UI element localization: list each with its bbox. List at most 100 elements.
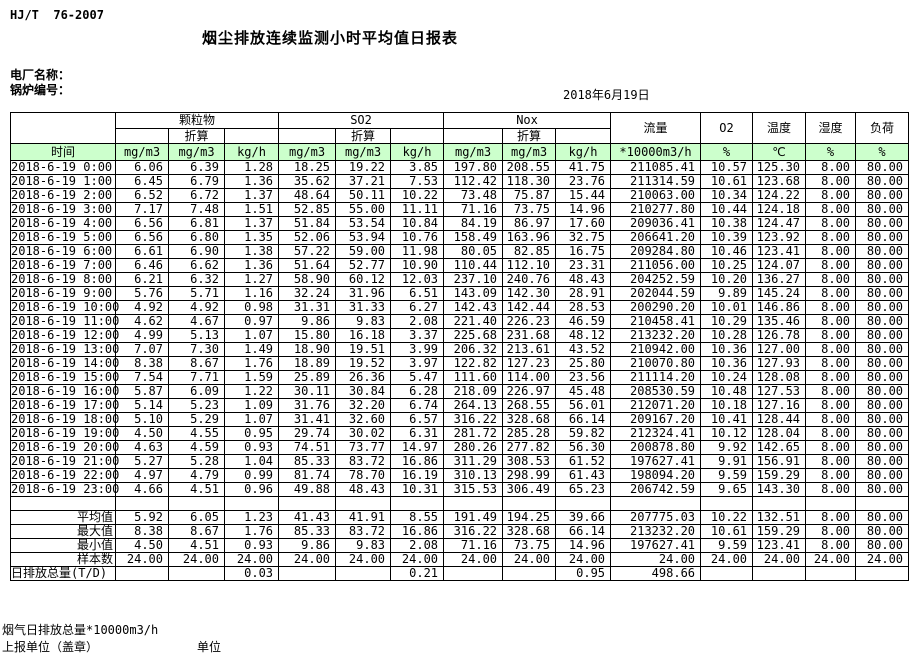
value-cell: 24.00 bbox=[168, 552, 225, 567]
value-cell: 5.28 bbox=[168, 454, 225, 469]
value-cell: 81.74 bbox=[278, 468, 337, 483]
empty-cell bbox=[752, 496, 807, 511]
value-cell: 124.07 bbox=[752, 258, 807, 273]
value-cell bbox=[168, 566, 225, 581]
value-cell: 7.53 bbox=[390, 174, 445, 189]
value-cell: 10.29 bbox=[700, 314, 754, 329]
value-cell: 80.05 bbox=[443, 244, 504, 259]
value-cell: 6.57 bbox=[390, 412, 445, 427]
value-cell: 19.51 bbox=[335, 342, 392, 357]
summary-rows: 平均值 5.92 6.05 1.23 41.43 41.91 8.55 191.49 194.2… bbox=[10, 496, 910, 581]
time-cell: 2018-6-19 11:00 bbox=[10, 314, 120, 329]
value-cell: 127.00 bbox=[752, 342, 807, 357]
value-cell: 24.00 bbox=[610, 552, 702, 567]
unit-header: % bbox=[805, 143, 857, 161]
value-cell: 4.66 bbox=[115, 482, 169, 497]
value-cell: 4.51 bbox=[168, 538, 225, 553]
value-cell: 32.75 bbox=[555, 230, 612, 245]
value-cell: 10.61 bbox=[700, 524, 754, 539]
value-cell: 8.00 bbox=[805, 398, 857, 413]
value-cell: 82.85 bbox=[502, 244, 557, 259]
value-cell: 16.86 bbox=[390, 454, 445, 469]
value-cell: 80.00 bbox=[855, 440, 910, 455]
table-row: 2018-6-19 7:00 6.46 6.62 1.36 51.64 52.77 10.9… bbox=[10, 258, 910, 273]
time-cell: 2018-6-19 7:00 bbox=[10, 258, 116, 273]
value-cell: 19.52 bbox=[335, 356, 392, 371]
value-cell: 7.71 bbox=[168, 370, 225, 385]
value-cell: 35.62 bbox=[278, 174, 337, 189]
value-cell: 85.33 bbox=[278, 524, 337, 539]
value-cell: 225.68 bbox=[443, 328, 504, 343]
flow-total-note: 烟气日排放总量*10000m3/h bbox=[2, 623, 159, 637]
value-cell: 18.90 bbox=[278, 342, 337, 357]
value-cell: 207775.03 bbox=[610, 510, 702, 525]
value-cell: 10.22 bbox=[390, 188, 445, 203]
value-cell: 8.00 bbox=[805, 188, 857, 203]
value-cell: 4.97 bbox=[115, 468, 169, 483]
value-cell: 127.16 bbox=[752, 398, 807, 413]
time-header: 时间 bbox=[10, 143, 116, 161]
value-cell: 0.95 bbox=[223, 426, 280, 441]
value-cell: 73.48 bbox=[443, 188, 504, 203]
report-unit-label: 上报单位（盖章） bbox=[2, 640, 99, 654]
value-cell: 221.40 bbox=[443, 314, 504, 329]
value-cell: 8.00 bbox=[805, 258, 857, 273]
summary-label-cell: 最小值 bbox=[10, 538, 116, 553]
value-cell: 0.21 bbox=[390, 566, 445, 581]
value-cell: 3.37 bbox=[390, 328, 445, 343]
value-cell: 15.80 bbox=[278, 328, 337, 343]
value-cell: 210458.41 bbox=[610, 314, 702, 329]
column-header-o2: O2 bbox=[700, 112, 754, 144]
value-cell: 65.23 bbox=[555, 482, 612, 497]
value-cell: 281.72 bbox=[443, 426, 504, 441]
value-cell: 24.00 bbox=[700, 552, 754, 567]
value-cell: 0.96 bbox=[223, 482, 280, 497]
value-cell: 55.00 bbox=[335, 202, 392, 217]
value-cell: 4.50 bbox=[115, 426, 169, 441]
value-cell: 24.00 bbox=[278, 552, 337, 567]
time-cell: 2018-6-19 18:00 bbox=[10, 412, 120, 427]
value-cell: 15.44 bbox=[555, 188, 612, 203]
subheader-so2-converted: 折算 bbox=[335, 128, 392, 144]
time-cell: 2018-6-19 9:00 bbox=[10, 286, 116, 301]
value-cell: 80.00 bbox=[855, 398, 910, 413]
value-cell: 74.51 bbox=[278, 440, 337, 455]
value-cell: 73.75 bbox=[502, 538, 557, 553]
value-cell bbox=[752, 566, 807, 581]
value-cell: 9.83 bbox=[335, 314, 392, 329]
value-cell: 200878.80 bbox=[610, 440, 702, 455]
value-cell: 0.97 bbox=[223, 314, 280, 329]
value-cell: 237.10 bbox=[443, 272, 504, 287]
value-cell: 80.00 bbox=[855, 258, 910, 273]
value-cell: 8.00 bbox=[805, 412, 857, 427]
value-cell: 10.48 bbox=[700, 384, 754, 399]
value-cell: 5.47 bbox=[390, 370, 445, 385]
value-cell: 7.30 bbox=[168, 342, 225, 357]
value-cell: 8.67 bbox=[168, 356, 225, 371]
value-cell: 5.27 bbox=[115, 454, 169, 469]
value-cell: 5.76 bbox=[115, 286, 169, 301]
empty-cell bbox=[278, 496, 337, 511]
value-cell: 206641.20 bbox=[610, 230, 702, 245]
time-cell: 2018-6-19 3:00 bbox=[10, 202, 116, 217]
value-cell: 231.68 bbox=[502, 328, 557, 343]
value-cell: 264.13 bbox=[443, 398, 504, 413]
value-cell: 5.13 bbox=[168, 328, 225, 343]
value-cell: 80.00 bbox=[855, 342, 910, 357]
value-cell bbox=[700, 566, 754, 581]
value-cell: 208530.59 bbox=[610, 384, 702, 399]
value-cell: 142.44 bbox=[502, 300, 557, 315]
value-cell: 53.54 bbox=[335, 216, 392, 231]
value-cell: 8.00 bbox=[805, 300, 857, 315]
value-cell: 80.00 bbox=[855, 286, 910, 301]
report-date: 2018年6月19日 bbox=[563, 88, 650, 102]
value-cell: 32.24 bbox=[278, 286, 337, 301]
value-cell: 209167.20 bbox=[610, 412, 702, 427]
value-cell: 10.57 bbox=[700, 160, 754, 175]
value-cell: 10.28 bbox=[700, 328, 754, 343]
value-cell: 156.91 bbox=[752, 454, 807, 469]
plant-name-label: 电厂名称： bbox=[10, 68, 71, 82]
value-cell: 1.07 bbox=[223, 328, 280, 343]
table-row: 2018-6-19 6:00 6.61 6.90 1.38 57.22 59.00 11.9… bbox=[10, 244, 910, 259]
value-cell: 142.30 bbox=[502, 286, 557, 301]
